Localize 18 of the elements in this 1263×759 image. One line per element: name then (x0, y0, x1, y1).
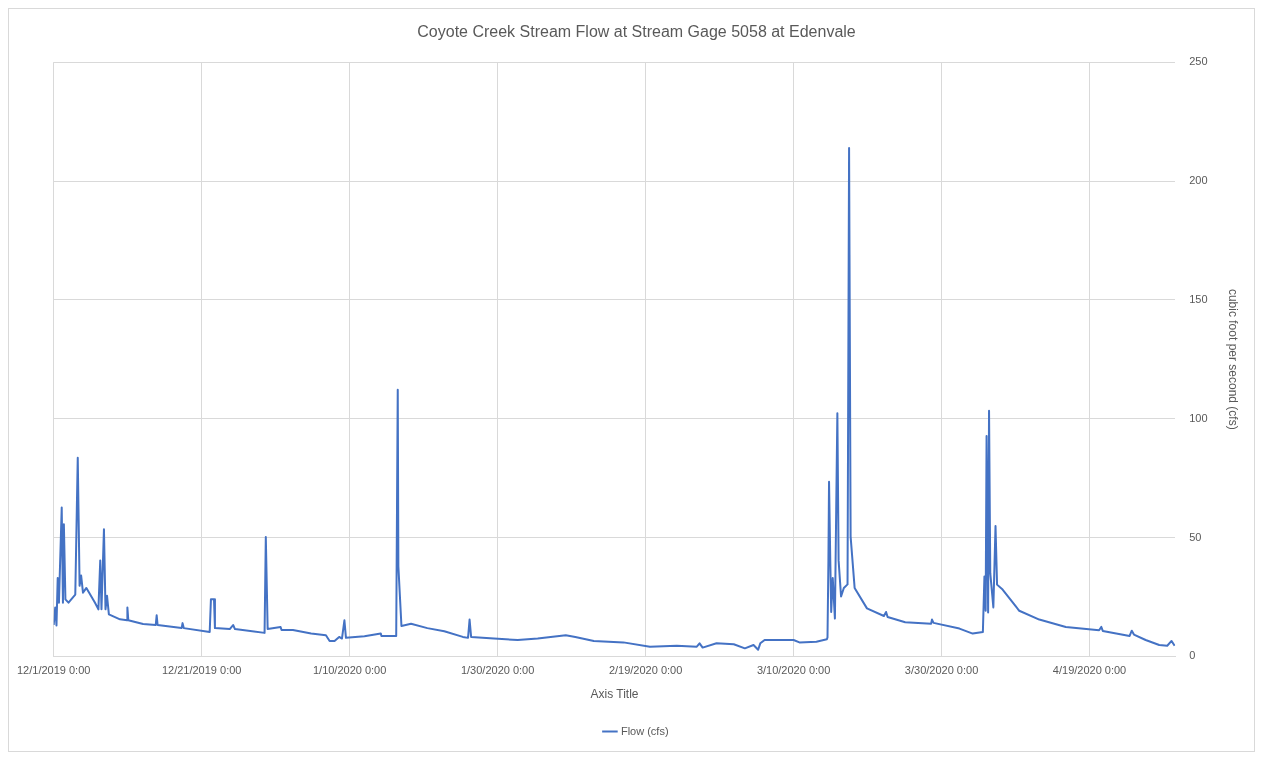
x-tick-label: 12/21/2019 0:00 (161, 664, 242, 677)
y2-axis-title: cubic foot per second (cfs) (1226, 288, 1241, 430)
y2-tick-label: 50 (1189, 530, 1202, 543)
y2-tick-label: 250 (1189, 55, 1208, 68)
y2-tick-label: 200 (1189, 174, 1208, 187)
legend-label: Flow (cfs) (620, 724, 669, 737)
x-tick-label: 1/30/2020 0:00 (460, 664, 535, 677)
x-axis-title: Axis Title (590, 687, 639, 702)
x-tick-label: 3/10/2020 0:00 (756, 664, 831, 677)
y2-tick-label: 100 (1189, 411, 1208, 424)
x-tick-label: 1/10/2020 0:00 (312, 664, 387, 677)
y2-tick-label: 150 (1189, 292, 1208, 305)
chart-title: Coyote Creek Stream Flow at Stream Gage 5058 at Edenvale (417, 23, 856, 41)
x-tick-label: 2/19/2020 0:00 (608, 664, 683, 677)
x-tick-label: 12/1/2019 0:00 (17, 664, 91, 677)
y2-tick-label: 0 (1189, 649, 1196, 662)
x-tick-label: 4/19/2020 0:00 (1052, 664, 1127, 677)
x-tick-label: 3/30/2020 0:00 (904, 664, 979, 677)
